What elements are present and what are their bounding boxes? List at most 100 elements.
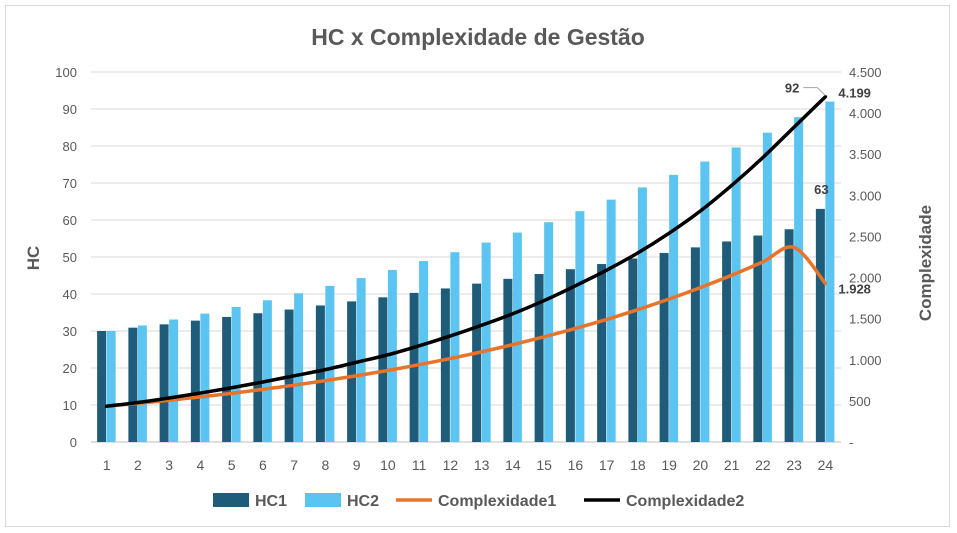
legend-swatch-hc2 bbox=[305, 493, 341, 507]
x-tick-label: 14 bbox=[505, 457, 521, 473]
y-tick-label: 90 bbox=[63, 102, 77, 117]
line-complexidade1 bbox=[104, 245, 828, 408]
chart-svg: HC x Complexidade de Gestão HC Complexid… bbox=[24, 24, 935, 510]
x-tick-label: 2 bbox=[134, 457, 142, 473]
bar-hc2 bbox=[387, 269, 397, 442]
x-tick-label: 18 bbox=[630, 457, 646, 473]
legend-label-complexidade2: Complexidade2 bbox=[626, 493, 744, 510]
bar-hc1 bbox=[472, 283, 482, 442]
x-tick-label: 17 bbox=[599, 457, 615, 473]
y-tick-label: 100 bbox=[55, 65, 77, 80]
bar-hc1 bbox=[722, 241, 732, 442]
x-tick-label: 24 bbox=[818, 457, 834, 473]
legend-swatch-hc1 bbox=[213, 493, 249, 507]
y2-tick-label: 4.000 bbox=[849, 106, 882, 121]
y-tick-label: 80 bbox=[63, 139, 77, 154]
bar-hc1 bbox=[128, 327, 138, 442]
bar-hc2 bbox=[169, 319, 179, 442]
x-tick-label: 19 bbox=[661, 457, 677, 473]
x-tick-label: 9 bbox=[353, 457, 361, 473]
bar-hc2 bbox=[200, 313, 210, 442]
bar-hc2 bbox=[450, 252, 460, 442]
bar-hc1 bbox=[659, 252, 669, 442]
bar-hc1 bbox=[315, 305, 325, 442]
bar-hc2 bbox=[419, 261, 429, 442]
y2-tick-label: 1.500 bbox=[849, 312, 882, 327]
bar-hc2 bbox=[262, 300, 272, 442]
x-tick-label: 1 bbox=[103, 457, 111, 473]
bar-hc1 bbox=[784, 229, 794, 442]
line-complexidade2 bbox=[104, 94, 828, 408]
data-label: 92 bbox=[785, 81, 799, 96]
bar-hc1 bbox=[815, 208, 825, 442]
bar-hc2 bbox=[512, 232, 522, 442]
x-tick-label: 13 bbox=[474, 457, 490, 473]
bar-hc2 bbox=[606, 199, 616, 442]
y2-tick-label: - bbox=[849, 435, 853, 450]
y2-tick-label: 2.000 bbox=[849, 271, 882, 286]
y-tick-label: 60 bbox=[63, 213, 77, 228]
y2-tick-label: 3.500 bbox=[849, 147, 882, 162]
x-tick-label: 22 bbox=[755, 457, 771, 473]
y-tick-label: 50 bbox=[63, 250, 77, 265]
bar-hc2 bbox=[825, 101, 835, 442]
y-axis-title: HC bbox=[24, 246, 43, 271]
bar-hc1 bbox=[190, 320, 200, 442]
legend-label-hc1: HC1 bbox=[255, 493, 287, 510]
x-tick-label: 7 bbox=[290, 457, 298, 473]
x-tick-label: 16 bbox=[568, 457, 584, 473]
y-tick-label: 70 bbox=[63, 176, 77, 191]
bar-hc2 bbox=[231, 306, 241, 442]
bar-hc1 bbox=[628, 258, 638, 442]
bar-hc2 bbox=[325, 285, 335, 442]
x-tick-label: 12 bbox=[443, 457, 459, 473]
bar-hc1 bbox=[409, 292, 419, 442]
y2-tick-label: 500 bbox=[849, 394, 871, 409]
bar-hc1 bbox=[597, 264, 607, 442]
chart-frame: HC x Complexidade de Gestão HC Complexid… bbox=[5, 5, 950, 527]
data-label: 63 bbox=[814, 182, 828, 197]
bar-hc1 bbox=[534, 274, 544, 442]
legend-label-complexidade1: Complexidade1 bbox=[438, 493, 556, 510]
bar-hc2 bbox=[137, 325, 147, 442]
leader-line bbox=[817, 87, 826, 96]
y2-tick-label: 4.500 bbox=[849, 65, 882, 80]
bar-hc1 bbox=[440, 288, 450, 442]
y-tick-label: 0 bbox=[70, 435, 77, 450]
x-tick-label: 15 bbox=[536, 457, 552, 473]
bar-hc1 bbox=[753, 235, 763, 442]
bar-hc2 bbox=[794, 117, 804, 442]
y-tick-label: 30 bbox=[63, 324, 77, 339]
x-tick-label: 11 bbox=[412, 457, 427, 473]
bar-hc2 bbox=[544, 222, 554, 442]
x-tick-label: 4 bbox=[196, 457, 204, 473]
x-tick-label: 6 bbox=[259, 457, 267, 473]
x-tick-label: 8 bbox=[321, 457, 329, 473]
y2-tick-label: 2.500 bbox=[849, 229, 882, 244]
bar-hc1 bbox=[503, 278, 513, 442]
chart-title: HC x Complexidade de Gestão bbox=[311, 24, 645, 50]
bar-hc2 bbox=[700, 161, 710, 443]
y-tick-label: 20 bbox=[63, 361, 77, 376]
bar-hc1 bbox=[690, 247, 700, 442]
bar-hc2 bbox=[669, 174, 679, 443]
bar-hc1 bbox=[565, 269, 575, 442]
y2-axis-title: Complexidade bbox=[916, 205, 935, 321]
bar-hc1 bbox=[159, 324, 169, 442]
bar-hc2 bbox=[637, 187, 647, 442]
x-tick-label: 10 bbox=[380, 457, 396, 473]
bar-hc1 bbox=[347, 301, 357, 442]
x-tick-label: 23 bbox=[786, 457, 802, 473]
x-tick-label: 20 bbox=[693, 457, 709, 473]
bar-hc2 bbox=[106, 331, 116, 442]
x-tick-label: 5 bbox=[228, 457, 236, 473]
y-tick-label: 40 bbox=[63, 287, 77, 302]
legend-label-hc2: HC2 bbox=[347, 493, 379, 510]
bar-hc2 bbox=[294, 293, 304, 442]
x-tick-label: 3 bbox=[165, 457, 173, 473]
bar-hc2 bbox=[731, 147, 741, 443]
y2-tick-label: 1.000 bbox=[849, 353, 882, 368]
data-label: 4.199 bbox=[838, 86, 871, 101]
data-label: 1.928 bbox=[838, 281, 871, 296]
bar-hc1 bbox=[97, 331, 107, 442]
